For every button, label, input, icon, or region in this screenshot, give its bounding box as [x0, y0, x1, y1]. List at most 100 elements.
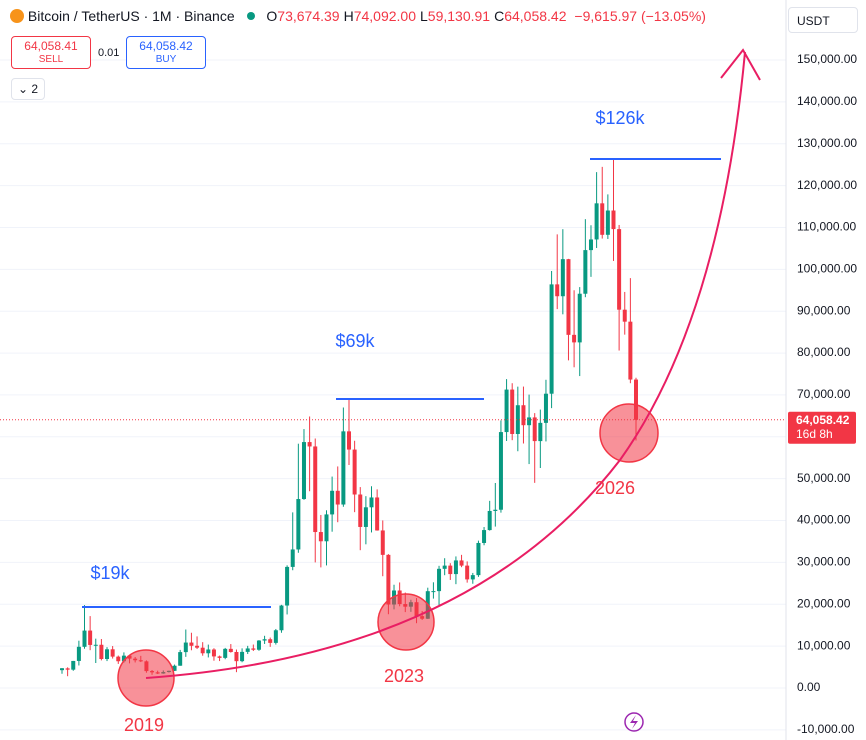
candle-body — [200, 647, 205, 654]
candle-body — [256, 640, 261, 650]
candle-body — [605, 210, 610, 235]
candle-body — [251, 648, 256, 650]
candle-body — [211, 649, 216, 657]
quantity: 0.01 — [98, 47, 120, 59]
y-tick-label: 150,000.00 — [797, 52, 857, 66]
buy-button[interactable]: 64,058.42 BUY — [126, 36, 206, 69]
annotation-label: 2019 — [124, 715, 164, 735]
symbol-header: Bitcoin / TetherUS · 1M · Binance O73,67… — [10, 8, 706, 24]
candle-body — [335, 490, 340, 505]
candle-body — [448, 565, 453, 575]
ohlc-fields: O73,674.39 H74,092.00 L59,130.91 C64,058.42 — [262, 8, 566, 24]
candle-body — [476, 542, 481, 576]
candle-body — [588, 239, 593, 251]
buy-label: BUY — [155, 54, 177, 65]
candle-body — [273, 630, 278, 643]
candle-body — [262, 639, 267, 641]
candle-body — [206, 649, 211, 654]
candle-body — [611, 210, 616, 230]
y-tick-label: 120,000.00 — [797, 178, 857, 192]
arrow-head — [720, 48, 761, 81]
candle-body — [628, 321, 633, 380]
candle-body — [594, 203, 599, 240]
candle-body — [442, 565, 447, 569]
currency: USDT — [797, 14, 830, 28]
candle-body — [228, 648, 233, 652]
candle-body — [617, 229, 622, 310]
y-tick-label: 30,000.00 — [797, 555, 851, 569]
candle-body — [240, 651, 245, 662]
candle-body — [532, 417, 537, 442]
candle-body — [504, 389, 509, 433]
annotation-layer: 2019 2023 2026 — [117, 48, 761, 735]
currency-button[interactable]: USDT — [788, 7, 858, 33]
buy-price: 64,058.42 — [139, 39, 193, 53]
candle-body — [217, 656, 222, 658]
candle-body — [268, 639, 273, 643]
candle-body — [88, 630, 93, 645]
candle-body — [521, 405, 526, 426]
candle-body — [65, 668, 70, 670]
level-label: $19k — [90, 563, 130, 583]
candle-body — [560, 259, 565, 297]
field-value: 64,058.42 — [504, 8, 567, 24]
candle-body — [189, 642, 194, 646]
candle-body — [538, 422, 543, 442]
candle-body — [93, 644, 98, 646]
indicator-toggle[interactable]: ⌄ 2 — [11, 78, 45, 100]
candle-body — [183, 642, 188, 653]
field-key: L — [420, 8, 428, 24]
field-key: O — [266, 8, 278, 24]
candle-body — [515, 405, 520, 434]
sell-label: SELL — [38, 54, 64, 65]
price-tag-countdown: 16d 8h — [796, 427, 833, 441]
annotation-label: 2026 — [595, 478, 635, 498]
candle-body — [318, 532, 323, 542]
candle-body — [324, 514, 329, 542]
candle-body — [341, 431, 346, 505]
status-dot — [246, 12, 255, 20]
y-tick-label: 0.00 — [797, 680, 821, 694]
candle-body — [634, 379, 638, 420]
candle-body — [245, 648, 250, 652]
candle-body — [386, 554, 391, 605]
candle-body — [172, 665, 177, 671]
annotation-label: 2023 — [384, 666, 424, 686]
candle-body — [234, 651, 239, 662]
sell-button[interactable]: 64,058.41 SELL — [11, 36, 91, 69]
y-tick-label: 10,000.00 — [797, 638, 851, 652]
y-tick-label: 110,000.00 — [797, 220, 856, 234]
field-key: C — [494, 8, 505, 24]
y-tick-label: 20,000.00 — [797, 596, 851, 610]
candle-body — [583, 250, 588, 294]
symbol: Bitcoin / TetherUS · 1M · Binance — [27, 8, 235, 24]
candle-body — [369, 497, 374, 508]
candle-body — [352, 449, 357, 495]
candle-body — [510, 389, 515, 434]
candle-body — [543, 393, 548, 423]
candle-body — [375, 497, 380, 531]
candle-body — [380, 530, 385, 555]
indicator-count: 2 — [31, 82, 39, 96]
lightning-icon[interactable] — [624, 712, 644, 732]
candle-body — [296, 499, 301, 550]
candle-body — [82, 630, 87, 647]
candle-body — [600, 203, 605, 235]
candle-body — [99, 644, 104, 660]
candle-body — [330, 490, 335, 515]
y-tick-label: 130,000.00 — [797, 136, 857, 150]
y-tick-label: 140,000.00 — [797, 94, 857, 108]
field-key: H — [343, 8, 354, 24]
candle-body — [71, 660, 76, 670]
candle-body — [622, 309, 627, 322]
trend-curve — [145, 51, 746, 679]
candle-body — [301, 442, 306, 500]
level-label: $126k — [595, 108, 645, 128]
field-value: 73,674.39 — [277, 8, 340, 24]
candle-body — [307, 442, 312, 447]
candle-body — [363, 507, 368, 527]
candle-body — [459, 560, 464, 566]
candle-body — [431, 591, 436, 593]
candle-body — [290, 549, 295, 567]
